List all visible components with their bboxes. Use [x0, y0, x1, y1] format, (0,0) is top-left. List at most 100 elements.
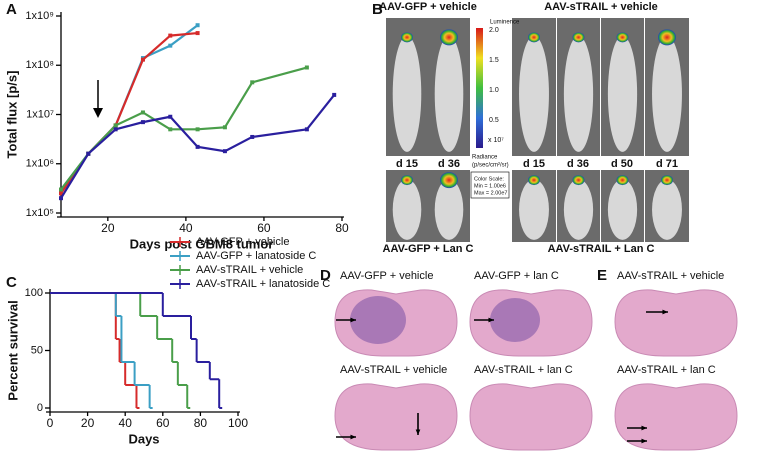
- x-tick-label: 0: [47, 416, 54, 430]
- arrowhead: [662, 309, 668, 315]
- data-point: [168, 114, 173, 119]
- legend-entry: AAV-sTRAIL + lanatoside C: [196, 278, 330, 290]
- data-point: [195, 144, 200, 149]
- data-point: [222, 125, 227, 130]
- y-tick-label: 1x10⁹: [25, 10, 54, 22]
- data-point: [113, 127, 118, 132]
- mouse-body: [392, 35, 422, 152]
- arrowhead: [350, 317, 356, 323]
- y-tick-label: 0: [37, 402, 43, 414]
- arrowhead: [488, 317, 494, 323]
- group-label: AAV-sTRAIL + Lan C: [548, 243, 655, 255]
- x-tick-label: 100: [228, 416, 248, 430]
- day-label: d 15: [523, 158, 545, 170]
- section-label: AAV-sTRAIL + lan C: [474, 364, 573, 376]
- data-point: [168, 33, 173, 38]
- data-point: [168, 127, 173, 132]
- brain-section: [334, 383, 458, 451]
- x-tick-label: 20: [81, 416, 95, 430]
- day-label: d 15: [396, 158, 418, 170]
- colorbar-tick: 1.5: [489, 57, 499, 64]
- arrowhead: [641, 425, 647, 431]
- colorbar-unit: (p/sec/cm²/sr): [472, 163, 509, 169]
- colorbar-multiplier: x 10⁷: [488, 137, 504, 144]
- mouse-body: [519, 179, 549, 240]
- colorbar-tick: 0.5: [489, 117, 499, 124]
- y-axis-label: Total flux [p/s]: [4, 71, 19, 159]
- colorbar-title: Luminence: [490, 20, 520, 26]
- x-axis-label: Days post GBM8 tumor: [130, 236, 274, 251]
- brain-section: [614, 383, 738, 451]
- y-tick-label: 100: [25, 287, 43, 299]
- y-tick-label: 1x10⁸: [26, 59, 55, 71]
- mouse-body: [519, 35, 549, 152]
- y-tick-label: 50: [31, 344, 43, 356]
- signal: [401, 175, 413, 186]
- mouse-body: [607, 179, 638, 240]
- signal: [440, 29, 458, 46]
- scale-text: Max = 2.00e7: [474, 190, 507, 196]
- day-label: d 36: [438, 158, 460, 170]
- data-point: [140, 120, 145, 125]
- arrowhead: [93, 108, 103, 118]
- data-point: [113, 123, 118, 128]
- y-tick-label: 1x10⁷: [26, 108, 54, 120]
- brain-section: [614, 289, 738, 357]
- data-point: [86, 151, 91, 156]
- scale-text: Min = 1.00e6: [474, 183, 506, 189]
- mouse-body: [434, 179, 464, 240]
- signal: [440, 172, 458, 189]
- x-tick-label: 60: [257, 221, 271, 235]
- data-point: [59, 191, 63, 196]
- section-label: AAV-GFP + vehicle: [340, 270, 433, 282]
- tumor: [490, 298, 540, 342]
- data-line: [60, 31, 198, 195]
- data-point: [59, 196, 63, 201]
- panel-letter: A: [6, 1, 17, 18]
- signal: [658, 29, 676, 46]
- scale-text: Color Scale:: [474, 176, 504, 182]
- panel-letter: D: [320, 267, 331, 284]
- data-point: [140, 57, 145, 62]
- group-label: AAV-GFP + Lan C: [383, 243, 474, 255]
- day-label: d 50: [611, 158, 633, 170]
- arrowhead: [641, 438, 647, 444]
- colorbar-tick: 1.0: [489, 87, 499, 94]
- signal: [572, 175, 585, 186]
- section-label: AAV-sTRAIL + vehicle: [617, 270, 724, 282]
- mouse-body: [607, 35, 638, 152]
- group-label: AAV-GFP + vehicle: [379, 1, 477, 13]
- mouse-body: [563, 179, 594, 240]
- y-axis-label: Percent survival: [5, 300, 20, 400]
- signal: [616, 32, 629, 43]
- scale-box: [470, 171, 510, 199]
- data-point: [195, 31, 200, 36]
- data-point: [140, 110, 145, 115]
- signal: [661, 175, 673, 186]
- data-point: [332, 92, 337, 97]
- data-point: [304, 65, 309, 70]
- signal: [616, 175, 629, 186]
- data-point: [222, 149, 227, 154]
- day-label: d 36: [567, 158, 589, 170]
- signal: [528, 175, 540, 186]
- x-axis-label: Days: [128, 431, 159, 446]
- colorbar-tick: 2.0: [489, 27, 499, 34]
- colorbar: [476, 28, 483, 148]
- panel-letter: C: [6, 274, 17, 291]
- data-point: [195, 23, 200, 28]
- tumor: [350, 296, 406, 344]
- section-label: AAV-sTRAIL + vehicle: [340, 364, 447, 376]
- panel-letter: E: [597, 267, 607, 284]
- legend-entry: AAV-sTRAIL + vehicle: [196, 264, 303, 276]
- data-point: [304, 127, 309, 132]
- mouse-body: [652, 179, 682, 240]
- data-line: [60, 94, 336, 199]
- day-label: d 71: [656, 158, 678, 170]
- legend-entry: AAV-GFP + lanatoside C: [196, 250, 316, 262]
- x-tick-label: 20: [101, 221, 115, 235]
- x-tick-label: 80: [335, 221, 349, 235]
- signal: [528, 32, 540, 43]
- mouse-body: [652, 35, 682, 152]
